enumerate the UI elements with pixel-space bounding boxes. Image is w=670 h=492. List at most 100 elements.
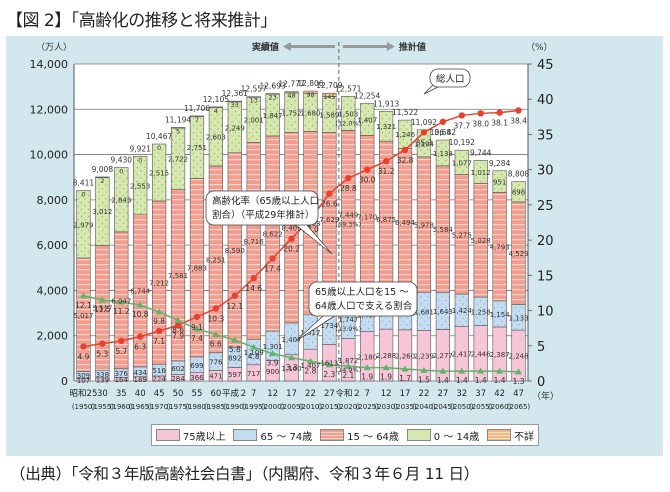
callout-total-box: [429, 68, 471, 88]
value-label-age75plus: 224: [152, 375, 166, 383]
value-label-age75plus: 2,446: [471, 350, 492, 358]
total-label: 12,806: [297, 79, 323, 88]
point-aging-rate: [345, 174, 352, 182]
y-tick-label-right: 0: [537, 375, 545, 390]
point-support-ratio: [401, 365, 409, 372]
value-label-unknown: 145: [323, 93, 335, 101]
y-tick-label-left: 12,000: [30, 103, 69, 116]
value-label-age0_14: 1,407: [357, 116, 377, 124]
x-tick-label-era: 7: [364, 389, 369, 399]
value-label-age0_14: 951: [493, 179, 506, 187]
label-support-ratio: 9.8: [153, 317, 165, 326]
value-label-age65_74: 776: [209, 359, 223, 367]
y-tick-label-right: 35: [537, 128, 554, 143]
point-aging-rate: [382, 158, 390, 165]
label-aging-rate: 6.3: [134, 343, 146, 352]
value-label-age65_74: 699: [190, 362, 203, 370]
value-label-age65_74: 434: [134, 369, 148, 377]
y-tick-label-right: 45: [537, 58, 554, 73]
label-support-ratio: 2.1: [342, 371, 354, 380]
label-support-ratio: 1.4: [494, 376, 506, 385]
line-support_ratio: [83, 295, 519, 373]
value-label-age75plus: 900: [266, 368, 279, 376]
legend-swatch-75plus: [155, 429, 180, 441]
value-label-age65_74: 602: [171, 365, 184, 373]
value-label-age75plus: 717: [247, 370, 260, 378]
label-support-ratio: 1.4: [475, 376, 487, 385]
bar-segment-age0_14: [473, 160, 488, 184]
point-support-ratio: [306, 357, 314, 364]
value-label-age75plus: 471: [209, 373, 222, 381]
value-label-age0_14: 2,979: [73, 221, 93, 229]
total-label: 10,192: [449, 138, 475, 147]
total-label: 12,709: [316, 81, 342, 90]
total-label: 11,913: [373, 99, 399, 108]
point-support-ratio: [117, 298, 125, 305]
x-tick-label-year: (1970): [147, 403, 171, 411]
point-support-ratio: [212, 331, 220, 338]
legend-swatch-0-14: [406, 429, 431, 441]
total-label: 11,522: [392, 108, 418, 117]
value-label-unknown: 0: [119, 167, 123, 175]
actual-label: 実績値: [252, 41, 279, 53]
point-support-ratio: [250, 343, 258, 350]
value-label-age75plus: 2,260: [395, 352, 415, 360]
bar-segment-age0_14: [114, 167, 129, 233]
value-label-age15_64: 8,251: [206, 256, 226, 264]
label-support-ratio: 3.3: [286, 363, 298, 372]
y-tick-label-right: 15: [537, 269, 554, 284]
point-support-ratio: [458, 367, 466, 374]
total-label: 12,254: [354, 92, 380, 101]
x-tick-label-year: (2040): [412, 403, 436, 411]
x-tick-label-year: (2035): [393, 403, 417, 411]
share-annotation-age15_64: (59.3%): [335, 221, 361, 229]
total-label: 12,777: [278, 80, 304, 89]
total-label: 9,008: [92, 165, 114, 174]
value-label-age15_64: 4,793: [490, 244, 510, 252]
legend-label-65-74: 65 ～ 74歳: [260, 431, 313, 443]
value-label-age75plus: 2,417: [452, 351, 472, 359]
value-label-age0_14: 1,589: [319, 111, 339, 119]
label-support-ratio: 1.4: [456, 376, 468, 385]
point-aging-rate: [174, 322, 182, 329]
total-label: 12,693: [260, 82, 286, 91]
bar-segment-unknown: [246, 96, 261, 98]
value-label-unknown: 0: [157, 144, 161, 152]
point-aging-rate: [155, 327, 163, 335]
value-label-age15_64: 7,212: [149, 280, 169, 288]
value-label-age65_74: 1,258: [471, 308, 491, 316]
x-tick-label-year: (2025): [356, 403, 380, 411]
chart-panel: 0 2,000 4,000 6,000 8,000 10,000 12,000 14,000 0…: [6, 36, 663, 456]
label-support-ratio: 1.9: [380, 373, 392, 382]
value-label-age15_64: 6,494: [395, 219, 416, 227]
value-label-age65_74: 1,407: [282, 336, 302, 344]
bar-segment-unknown: [284, 91, 299, 94]
y-axis-label-right: （%）: [526, 42, 553, 53]
value-label-age0_14: 1,321: [376, 123, 396, 131]
value-label-age65_74: 516: [152, 367, 166, 375]
label-support-ratio: 2.8: [304, 366, 316, 375]
y-tick-label-left: 4,000: [37, 284, 69, 297]
bar-segment-unknown: [227, 100, 242, 103]
point-aging-rate: [212, 305, 220, 312]
label-aging-rate: 5.3: [96, 350, 108, 359]
value-label-age0_14: 2,751: [187, 144, 207, 152]
total-label: 8,808: [508, 170, 530, 179]
label-support-ratio: 1.9: [361, 373, 373, 382]
value-label-age75plus: 2,239: [414, 353, 434, 361]
value-label-unknown: 5: [176, 128, 180, 136]
value-label-age15_64: 7,581: [168, 272, 188, 280]
total-label: 11,194: [165, 116, 191, 125]
label-aging-rate: 5.7: [115, 347, 127, 356]
value-label-unknown: 23: [268, 94, 276, 102]
value-label-age75plus: 1,407: [300, 362, 320, 370]
callout-aging-rate-box: [205, 190, 319, 226]
label-support-ratio: 2.3: [323, 370, 335, 379]
label-support-ratio: 4.8: [248, 352, 260, 361]
x-tick-label-year: (1950): [72, 403, 96, 411]
x-tick-label-era: 35: [116, 389, 127, 399]
legend-label-75plus: 75歳以上: [182, 431, 226, 443]
label-aging-rate: 35.3: [416, 138, 433, 147]
x-tick-label-era: 40: [135, 389, 146, 399]
value-label-age65_74: 1734: [320, 322, 338, 330]
